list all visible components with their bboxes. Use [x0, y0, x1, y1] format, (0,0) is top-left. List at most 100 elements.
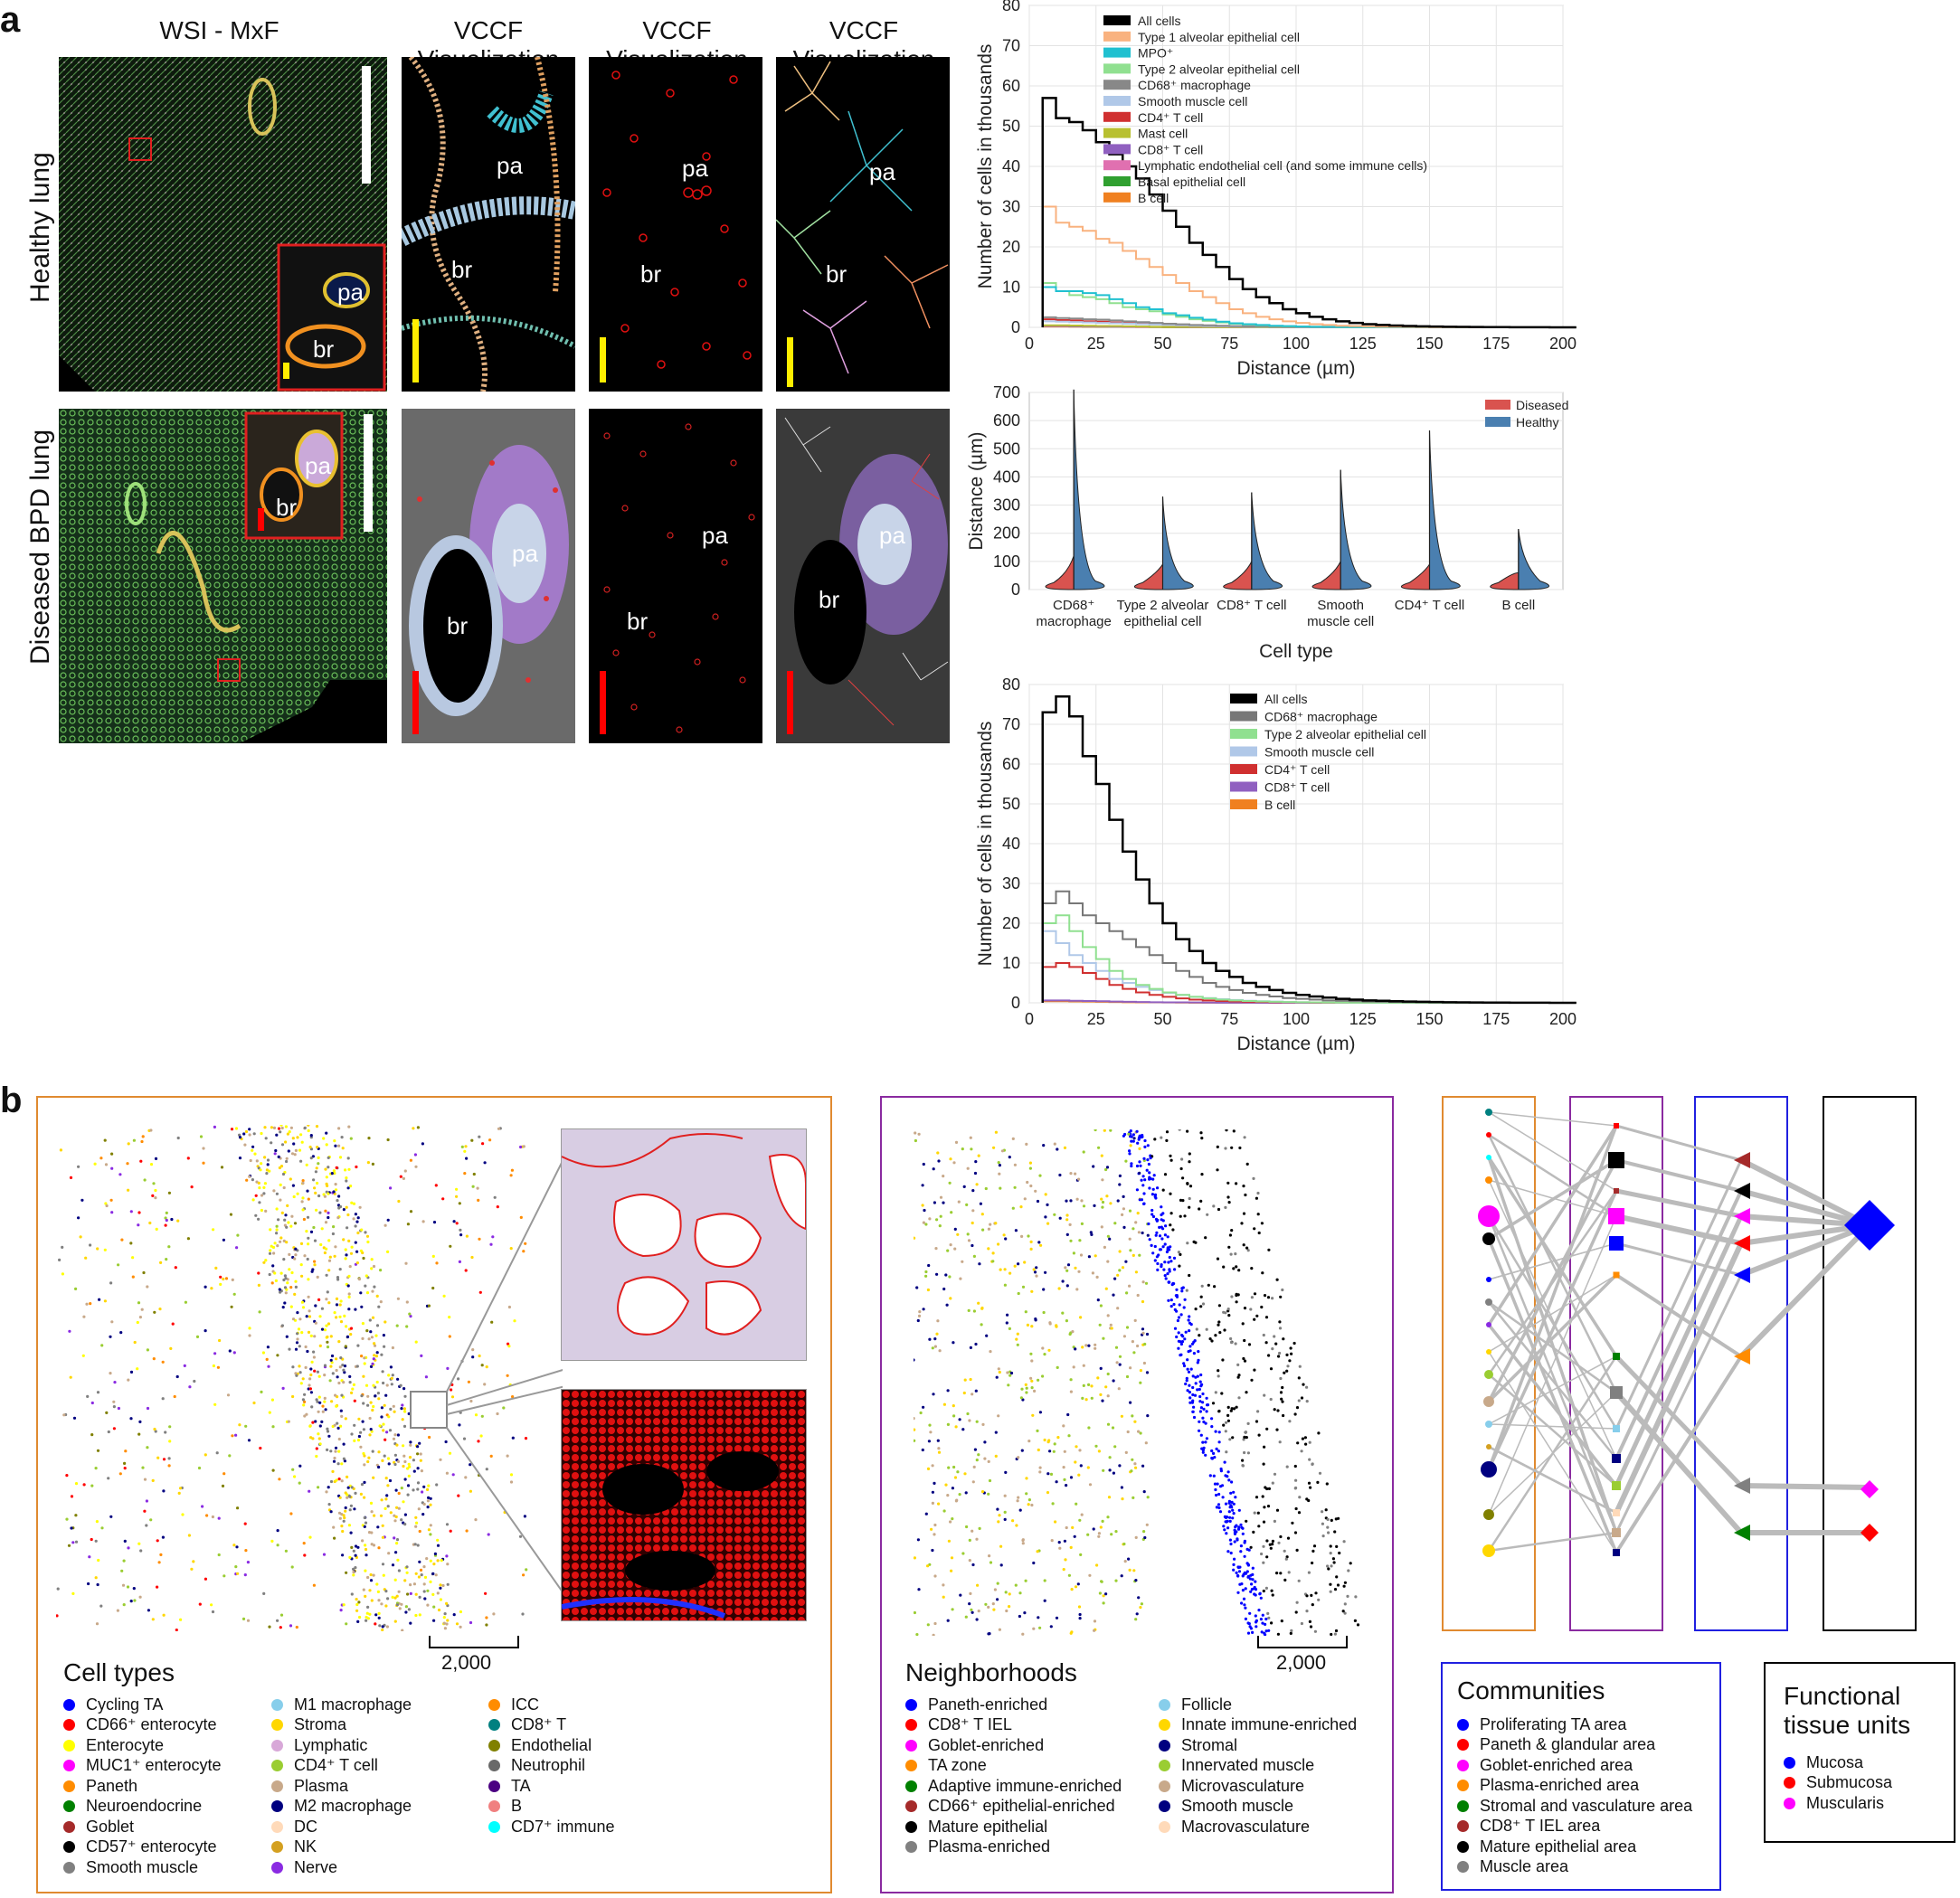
neighborhood-dot: [1262, 1520, 1266, 1524]
neighborhood-dot: [914, 1417, 915, 1421]
legend-label: Neuroendocrine: [86, 1797, 203, 1816]
cell-dot: [396, 1433, 400, 1437]
y-tick-label: 700: [993, 383, 1020, 401]
cell-dot: [429, 1559, 432, 1563]
neighborhood-dot: [914, 1138, 917, 1143]
cell-dot: [404, 1605, 408, 1609]
cell-dot: [170, 1217, 174, 1222]
cell-dot: [330, 1400, 334, 1403]
neighborhood-dot: [973, 1171, 978, 1176]
neighborhood-dot: [1003, 1268, 1007, 1271]
cell-type-legend-item: Lymphatic: [271, 1735, 412, 1756]
neighborhood-dot: [980, 1306, 984, 1310]
cell-dot: [391, 1346, 394, 1350]
neighborhood-dot: [963, 1472, 967, 1476]
cell-dot: [364, 1231, 367, 1234]
hierarchy-edge: [1487, 1157, 1618, 1534]
cell-dot: [459, 1233, 463, 1237]
cell-dot: [518, 1534, 523, 1538]
cell-dot: [343, 1364, 347, 1368]
cell-dot: [235, 1246, 239, 1250]
hierarchy-edge: [1615, 1124, 1742, 1162]
cell-dot: [343, 1516, 346, 1520]
neighborhood-dot: [977, 1154, 980, 1157]
neighborhood-dot: [1305, 1497, 1309, 1501]
neighborhood-dot: [1071, 1330, 1075, 1334]
col-title-wsi: WSI - MxF: [54, 16, 384, 45]
cell-dot: [469, 1399, 473, 1403]
legend-dot: [63, 1841, 75, 1854]
neighborhood-dot: [1131, 1227, 1135, 1231]
neighborhood-dot: [1271, 1347, 1274, 1351]
cell-dot: [96, 1247, 99, 1251]
neighborhood-dot: [1250, 1588, 1254, 1591]
cell-dot: [417, 1507, 421, 1511]
neighborhood-dot: [915, 1286, 919, 1289]
cell-dot: [345, 1179, 348, 1183]
x-tick-label: 150: [1416, 335, 1443, 353]
cell-dot: [357, 1278, 361, 1281]
cell-type-node: [1486, 1155, 1491, 1160]
cell-dot: [389, 1365, 393, 1369]
x-tick-label: Type 2 alveolar: [1117, 598, 1209, 613]
cell-dot: [469, 1489, 472, 1493]
neighborhood-dot: [1309, 1625, 1313, 1629]
neighborhood-dot: [1126, 1430, 1130, 1434]
cell-dot: [394, 1515, 398, 1519]
neighborhood-dot: [951, 1487, 954, 1490]
cell-dot: [346, 1157, 350, 1160]
neighborhood-dot: [1204, 1236, 1207, 1240]
neighborhood-dot: [1165, 1250, 1169, 1254]
neighborhood-dot: [1281, 1385, 1284, 1390]
neighborhood-dot: [942, 1583, 945, 1587]
neighborhood-dot: [1070, 1588, 1074, 1591]
neighborhood-dot: [1030, 1379, 1034, 1383]
neighborhood-dot: [1005, 1609, 1008, 1613]
cell-dot: [387, 1462, 391, 1466]
if-inset-graphic: [562, 1390, 806, 1620]
neighborhood-dot: [1196, 1388, 1199, 1392]
neighborhood-dot: [984, 1186, 988, 1191]
cell-dot: [436, 1544, 440, 1547]
legend-label: Innervated muscle: [1181, 1756, 1315, 1775]
cell-dot: [263, 1156, 267, 1159]
neighborhood-dot: [1079, 1253, 1084, 1257]
communities-legend: Communities Proliferating TA area Paneth …: [1441, 1662, 1721, 1891]
neighborhood-dot: [1027, 1440, 1031, 1443]
cell-dot: [469, 1463, 472, 1467]
neighborhood-dot: [1250, 1582, 1254, 1586]
cell-dot: [337, 1381, 341, 1385]
cell-dot: [286, 1132, 289, 1136]
neighborhood-legend-item: Goblet-enriched: [905, 1735, 1122, 1756]
neighborhood-dot: [1121, 1266, 1125, 1270]
neighborhood-dot: [1260, 1630, 1264, 1634]
neighborhood-dot: [1305, 1610, 1309, 1613]
neighborhood-dot: [1270, 1621, 1274, 1625]
cell-dot: [337, 1127, 341, 1130]
neighborhood-dot: [1145, 1332, 1150, 1336]
cell-dot: [291, 1394, 295, 1399]
cell-dot: [336, 1199, 339, 1203]
cell-dot: [457, 1377, 460, 1381]
neighborhood-dot: [1230, 1506, 1234, 1509]
neighborhood-dot: [1051, 1502, 1055, 1506]
cell-dot: [492, 1612, 496, 1616]
cell-dot: [278, 1478, 281, 1481]
neighborhood-dot: [1038, 1411, 1042, 1414]
neighborhood-dot: [1354, 1595, 1358, 1599]
cell-dot: [142, 1270, 146, 1275]
y-tick-label: 600: [993, 411, 1020, 430]
cell-dot: [151, 1194, 155, 1197]
cell-dot: [210, 1287, 213, 1290]
cell-dot: [329, 1479, 334, 1484]
neighborhood-node: [1612, 1481, 1621, 1490]
hierarchy-edge: [1614, 1273, 1743, 1358]
neighborhood-dot: [1178, 1303, 1181, 1307]
cell-dot: [96, 1582, 99, 1587]
neighborhood-dot: [1141, 1175, 1145, 1178]
neighborhood-dot: [1311, 1603, 1314, 1607]
cell-dot: [117, 1406, 120, 1411]
neighborhood-dot: [1029, 1240, 1033, 1243]
cell-dot: [266, 1158, 270, 1162]
cell-dot: [355, 1364, 359, 1368]
